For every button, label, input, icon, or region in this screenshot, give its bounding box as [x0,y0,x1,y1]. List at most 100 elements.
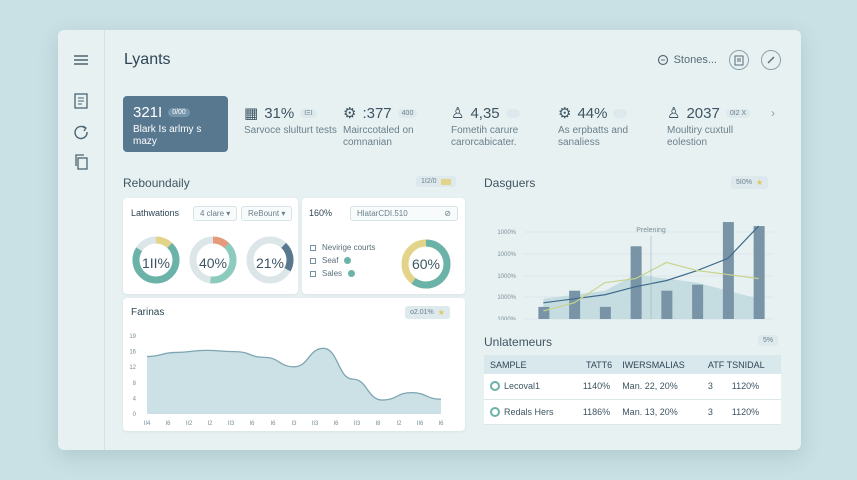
y-tick-label: 1000% [497,317,516,320]
kpi-value: 2037 [686,104,720,122]
input-value: HlatarCDΙ.510 [357,209,408,218]
page-title: Lyants [124,51,171,68]
card-tag[interactable]: o2.01% ★ [405,306,450,319]
column-header[interactable]: SAMPLE [484,355,571,374]
table-title: Unlatemeurs [484,335,553,349]
donut-label: 1ΙΙ% [141,255,170,271]
tag-label: 1Ι2/0 [421,178,437,185]
select-value: ReΒount [248,209,280,218]
kpi-subtitle: Moultiry cuxtull eolestion [667,125,734,148]
kpi-card-3[interactable]: ⚙:377 400 Mairccotaled on comnanian [343,96,438,152]
y-tick-label: 4 [133,396,137,402]
x-tick-label: Ι3 [291,421,297,427]
x-tick-label: ΙΙ4 [144,421,151,427]
kpi-card-1[interactable]: 321Ι 0/00 Blark Is arlmy s mazy [123,96,228,152]
legend-label: Sales [322,269,343,278]
section-tag-right[interactable]: 5Ι0% ★ [731,176,769,189]
kpi-value: 4,35 [470,104,500,122]
search-label: Stones... [673,54,717,66]
cell: 3 [701,399,726,425]
kpi-card-4[interactable]: ♙ 4,35 Fometih carure carorcabicater. [451,96,546,152]
donut-charts [132,236,294,284]
flag-icon [440,178,451,185]
copy-icon[interactable] [71,152,91,172]
cell: 1120% [725,399,781,425]
kpi-subtitle: Sarvoce slulturt tests [244,125,337,136]
toggle-icon [613,108,628,118]
data-table: SAMPLE TATT6 IWERSMALIAS ATF TSNIDAL Lec… [484,355,781,425]
section-tag-left[interactable]: 1Ι2/0 [416,176,456,187]
kpi-subtitle: Fometih carure carorcabicater. [451,125,519,148]
legend-item: Sales [310,267,375,280]
mini-card: 160% HlatarCDΙ.510 ⊘ Nevirige courts Seaf… [302,198,465,294]
column-header[interactable]: ATF TSNIDAL [701,355,781,374]
y-tick-label: 16 [129,350,136,356]
donut-accent [246,236,294,284]
refresh-icon[interactable] [71,122,91,142]
donut-label: 40% [198,255,228,271]
kpi-badge: 0Ι2 X [725,108,751,118]
column-header[interactable]: TATT6 [570,355,617,374]
y-tick-label: 1000% [497,230,516,236]
x-tick-label: ΙΙ3 [354,421,361,427]
chat-icon [657,54,668,66]
kpi-card-5[interactable]: ⚙ 44% As erpbatts and sanaliess [558,96,653,152]
area-card: Farinas o2.01% ★ 19 16 12 8 4 0 ΙΙ4 Ι6 ΙΙ2 Ι2 ΙΙ3 Ι6… [123,298,465,431]
cell: Lecoval1 [504,381,541,392]
bar [630,246,642,319]
status-icon [490,406,500,417]
kpi-value: 31% [264,104,295,122]
search-button[interactable]: Stones... [657,54,717,66]
kpi-value: 44% [577,104,608,122]
kpi-card-6[interactable]: ♙ 2037 0Ι2 X Moultiry cuxtull eolestion [667,96,762,152]
cell: 1186% [570,399,617,425]
clipboard-icon[interactable] [729,50,749,70]
legend-item: Seaf [310,254,375,267]
card-title: Lathwations [131,208,180,218]
x-tick-label: ΙΙ3 [312,421,319,427]
table-tag[interactable]: 5% [758,335,779,346]
user-icon: ♙ [667,105,681,122]
section-title-right: Dasguers [484,176,536,190]
y-tick-label: 19 [129,334,136,340]
bar [599,306,611,319]
column-header[interactable]: IWERSMALIAS [616,355,702,374]
donut-label: 60% [411,256,441,272]
donut-accent [132,236,180,284]
user-icon: ♙ [451,105,465,122]
metric-select[interactable]: ReΒount ▾ [241,206,293,221]
kpi-badge: 400 [397,108,418,118]
x-tick-label: Ι6 [249,421,255,427]
x-tick-label: Ι6 [438,421,444,427]
kpi-subtitle: As erpbatts and sanaliess [558,125,629,148]
grid-icon: ▦ [244,105,259,122]
y-tick-label: 1000% [497,252,516,258]
x-tick-label: Ι6 [165,421,171,427]
cell: 1140% [570,374,617,400]
toggle-icon [505,108,520,118]
donut-accent [189,236,237,284]
x-tick-label: Ι2 [396,421,402,427]
kpi-value: 321Ι [133,104,163,121]
x-tick-label: ΙΙ2 [186,421,193,427]
kpi-card-2[interactable]: ▦ 31% ΙΞΙ Sarvoce slulturt tests [244,96,339,152]
topbar-actions: Stones... [657,50,781,70]
kpi-badge: ΙΞΙ [300,108,317,118]
cell: Redals Hers [504,406,554,417]
table-row[interactable]: Redals Hers 1186% Man. 13, 20% 3 1120% [484,399,781,425]
x-tick-label: ΙΙ6 [417,421,424,427]
filter-input[interactable]: HlatarCDΙ.510 ⊘ [350,206,458,221]
bar [722,222,734,319]
document-icon[interactable] [71,91,91,111]
period-select[interactable]: 4 clare ▾ [193,206,238,221]
edit-icon[interactable] [761,50,781,70]
legend-label: Nevirige courts [322,243,376,252]
bar [569,290,581,319]
legend-item: Nevirige courts [310,241,375,254]
table-row[interactable]: Lecoval1 1140% Man. 22, 20% 3 1120% [484,374,781,400]
menu-icon[interactable] [71,50,91,70]
chevron-right-icon[interactable]: › [771,106,775,120]
mini-donut [401,239,451,289]
area-chart: 19 16 12 8 4 0 ΙΙ4 Ι6 ΙΙ2 Ι2 ΙΙ3 Ι6 Ι6 Ι3 ΙΙ3 Ι6 ΙΙ3 Ι8 Ι2… [129,334,444,427]
y-tick-label: 12 [129,365,136,371]
